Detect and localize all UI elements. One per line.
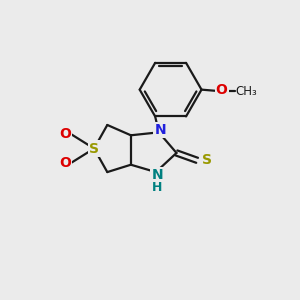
Text: O: O [59,127,71,141]
Text: O: O [216,82,227,97]
Text: H: H [152,181,163,194]
Text: N: N [154,123,166,137]
Text: N: N [152,168,163,182]
Text: S: S [89,142,99,155]
Text: S: S [202,153,212,167]
Text: CH₃: CH₃ [236,85,257,98]
Text: O: O [59,156,71,170]
